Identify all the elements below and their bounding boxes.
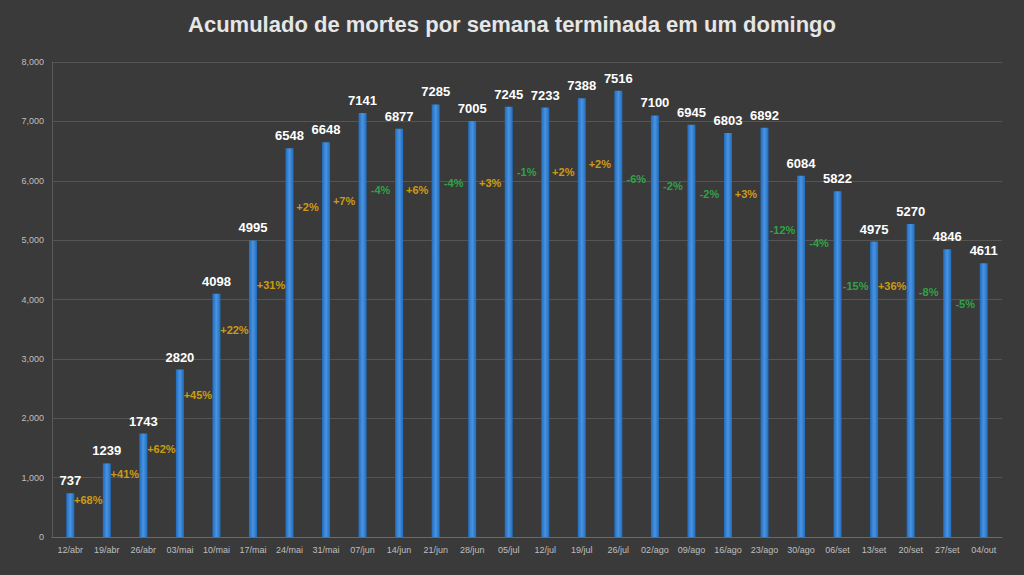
svg-text:12/abr: 12/abr <box>58 545 84 555</box>
svg-text:2,000: 2,000 <box>21 413 44 423</box>
svg-text:4611: 4611 <box>970 243 998 258</box>
svg-text:1239: 1239 <box>92 443 121 458</box>
svg-text:7141: 7141 <box>348 93 377 108</box>
svg-text:+36%: +36% <box>878 280 907 292</box>
svg-text:6803: 6803 <box>714 113 743 128</box>
svg-text:+68%: +68% <box>74 494 103 506</box>
svg-text:-12%: -12% <box>770 224 796 236</box>
svg-text:-15%: -15% <box>843 280 869 292</box>
svg-text:+22%: +22% <box>220 324 249 336</box>
svg-text:4846: 4846 <box>933 229 962 244</box>
svg-text:04/out: 04/out <box>971 545 997 555</box>
svg-text:+7%: +7% <box>333 195 356 207</box>
svg-text:4975: 4975 <box>860 222 889 237</box>
svg-text:-1%: -1% <box>517 166 537 178</box>
svg-text:Acumulado de mortes por semana: Acumulado de mortes por semana terminada… <box>188 12 836 37</box>
svg-text:09/ago: 09/ago <box>678 545 706 555</box>
svg-text:5,000: 5,000 <box>21 235 44 245</box>
svg-text:6,000: 6,000 <box>21 176 44 186</box>
svg-text:-8%: -8% <box>919 286 939 298</box>
svg-text:27/set: 27/set <box>935 545 960 555</box>
svg-text:4098: 4098 <box>202 274 231 289</box>
svg-text:26/abr: 26/abr <box>131 545 157 555</box>
svg-text:737: 737 <box>59 473 81 488</box>
svg-text:13/set: 13/set <box>862 545 887 555</box>
svg-text:7245: 7245 <box>494 87 523 102</box>
svg-text:6648: 6648 <box>312 122 341 137</box>
svg-text:6877: 6877 <box>385 109 414 124</box>
svg-text:14/jun: 14/jun <box>387 545 412 555</box>
svg-text:17/mai: 17/mai <box>239 545 266 555</box>
svg-text:24/mai: 24/mai <box>276 545 303 555</box>
svg-text:6892: 6892 <box>750 108 779 123</box>
svg-text:+45%: +45% <box>184 389 213 401</box>
svg-text:10/mai: 10/mai <box>203 545 230 555</box>
svg-text:05/jul: 05/jul <box>498 545 520 555</box>
svg-text:4,000: 4,000 <box>21 295 44 305</box>
svg-text:28/jun: 28/jun <box>460 545 485 555</box>
svg-text:7233: 7233 <box>531 88 560 103</box>
svg-text:4995: 4995 <box>239 220 268 235</box>
svg-text:26/jul: 26/jul <box>608 545 630 555</box>
svg-text:+2%: +2% <box>552 166 575 178</box>
svg-text:31/mai: 31/mai <box>313 545 340 555</box>
svg-text:3,000: 3,000 <box>21 354 44 364</box>
svg-text:+31%: +31% <box>257 279 286 291</box>
svg-text:16/ago: 16/ago <box>714 545 742 555</box>
svg-text:-5%: -5% <box>955 298 975 310</box>
svg-text:-2%: -2% <box>663 180 683 192</box>
svg-text:2820: 2820 <box>165 350 194 365</box>
svg-text:7285: 7285 <box>421 84 450 99</box>
svg-text:+3%: +3% <box>479 177 502 189</box>
svg-text:+62%: +62% <box>147 443 176 455</box>
svg-text:-4%: -4% <box>371 184 391 196</box>
svg-text:0: 0 <box>39 532 44 542</box>
svg-text:23/ago: 23/ago <box>751 545 779 555</box>
svg-text:+2%: +2% <box>589 158 612 170</box>
svg-text:1,000: 1,000 <box>21 473 44 483</box>
svg-text:+2%: +2% <box>296 201 319 213</box>
svg-text:7516: 7516 <box>604 71 633 86</box>
svg-text:5270: 5270 <box>896 204 925 219</box>
svg-text:7100: 7100 <box>640 95 669 110</box>
svg-text:07/jun: 07/jun <box>350 545 375 555</box>
svg-text:19/jul: 19/jul <box>571 545 593 555</box>
svg-text:02/ago: 02/ago <box>641 545 669 555</box>
svg-text:6548: 6548 <box>275 128 304 143</box>
svg-text:6945: 6945 <box>677 105 706 120</box>
svg-text:-4%: -4% <box>809 237 829 249</box>
svg-text:-4%: -4% <box>444 177 464 189</box>
svg-text:7,000: 7,000 <box>21 116 44 126</box>
svg-text:8,000: 8,000 <box>21 57 44 67</box>
svg-text:6084: 6084 <box>787 156 817 171</box>
svg-text:+41%: +41% <box>111 468 140 480</box>
svg-text:12/jul: 12/jul <box>535 545 557 555</box>
svg-text:06/set: 06/set <box>825 545 850 555</box>
svg-text:21/jun: 21/jun <box>423 545 448 555</box>
svg-text:5822: 5822 <box>823 171 852 186</box>
svg-text:-6%: -6% <box>627 173 647 185</box>
svg-text:+6%: +6% <box>406 184 429 196</box>
svg-text:19/abr: 19/abr <box>94 545 120 555</box>
svg-text:1743: 1743 <box>129 414 158 429</box>
svg-text:30/ago: 30/ago <box>787 545 815 555</box>
svg-text:-2%: -2% <box>700 188 720 200</box>
svg-text:20/set: 20/set <box>898 545 923 555</box>
svg-text:7388: 7388 <box>567 78 596 93</box>
svg-text:03/mai: 03/mai <box>166 545 193 555</box>
svg-text:+3%: +3% <box>735 188 758 200</box>
svg-text:7005: 7005 <box>458 101 487 116</box>
